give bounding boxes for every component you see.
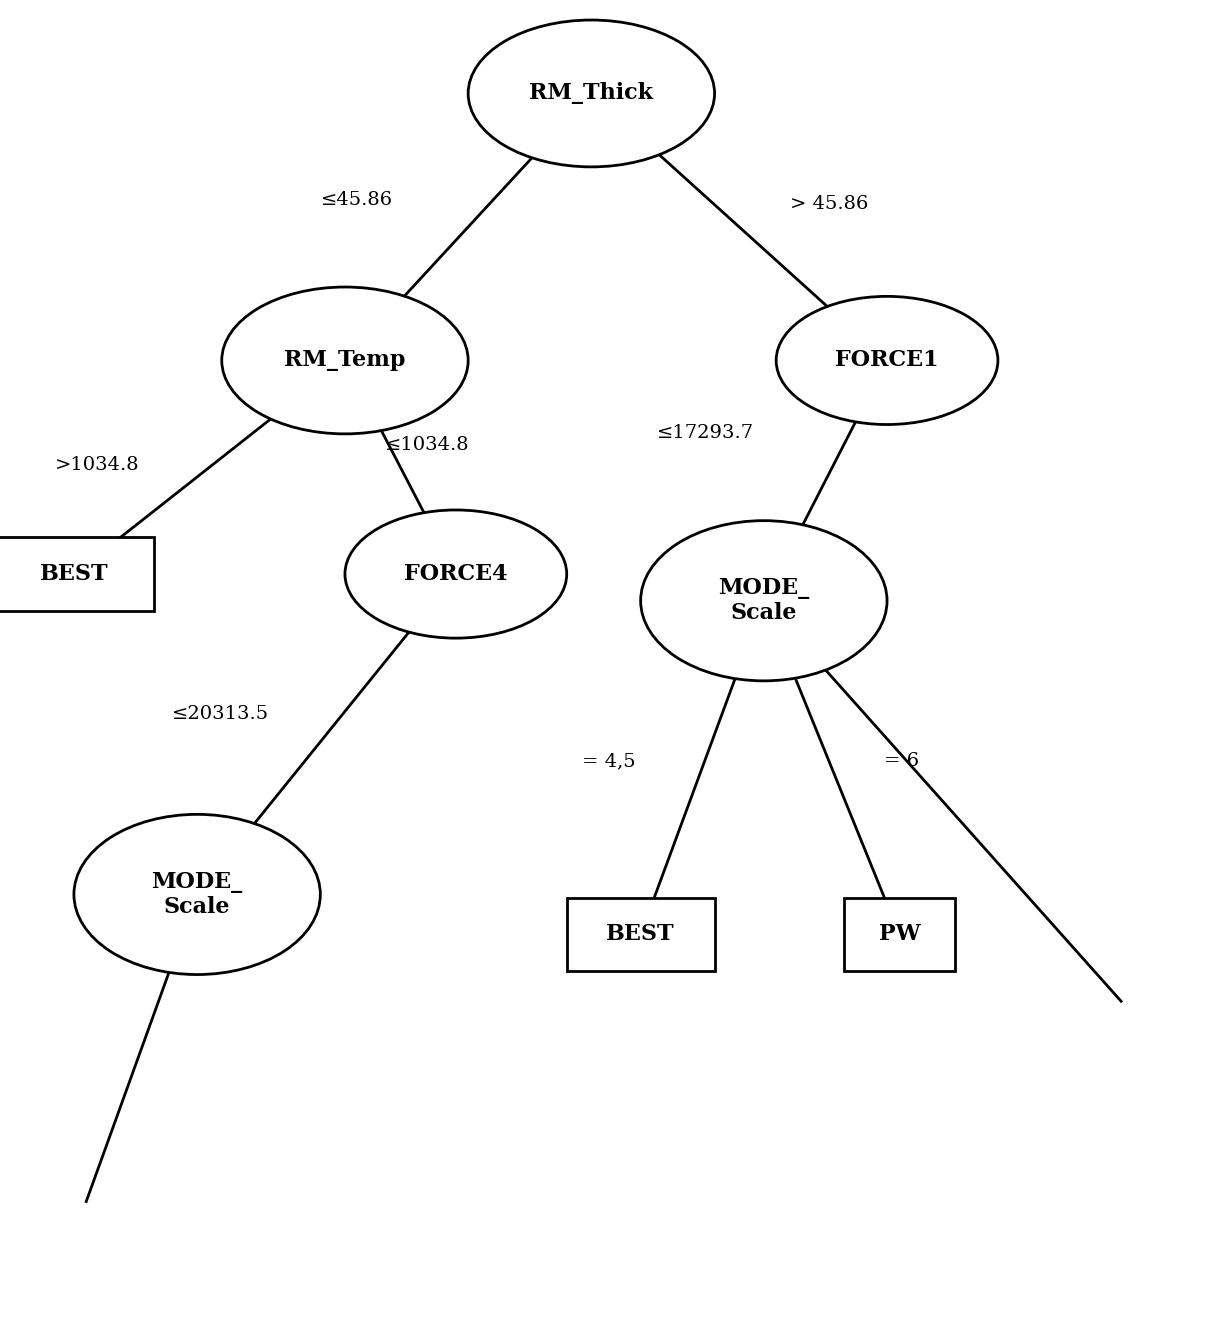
Text: BEST: BEST [39,563,108,585]
FancyBboxPatch shape [0,537,154,611]
Text: PW: PW [878,924,920,945]
Text: = 4,5: = 4,5 [582,753,636,770]
Text: = 6: = 6 [883,753,919,770]
Text: RM_Thick: RM_Thick [530,83,653,104]
Text: >1034.8: >1034.8 [54,455,139,474]
Ellipse shape [74,814,320,975]
Text: BEST: BEST [606,924,675,945]
Ellipse shape [641,521,887,681]
Text: MODE_
Scale: MODE_ Scale [152,870,243,918]
Text: RM_Temp: RM_Temp [285,350,405,371]
Ellipse shape [776,296,998,425]
FancyBboxPatch shape [844,898,955,972]
Text: FORCE4: FORCE4 [404,563,508,585]
Ellipse shape [468,20,715,167]
Text: ≤45.86: ≤45.86 [322,191,393,210]
Text: > 45.86: > 45.86 [790,195,869,212]
Ellipse shape [222,287,468,434]
Text: ≤1034.8: ≤1034.8 [386,437,469,454]
Ellipse shape [345,510,567,638]
Text: MODE_
Scale: MODE_ Scale [718,577,809,625]
Text: FORCE1: FORCE1 [835,350,939,371]
Text: ≤17293.7: ≤17293.7 [658,425,754,442]
Text: ≤20313.5: ≤20313.5 [172,705,270,724]
FancyBboxPatch shape [567,898,715,972]
